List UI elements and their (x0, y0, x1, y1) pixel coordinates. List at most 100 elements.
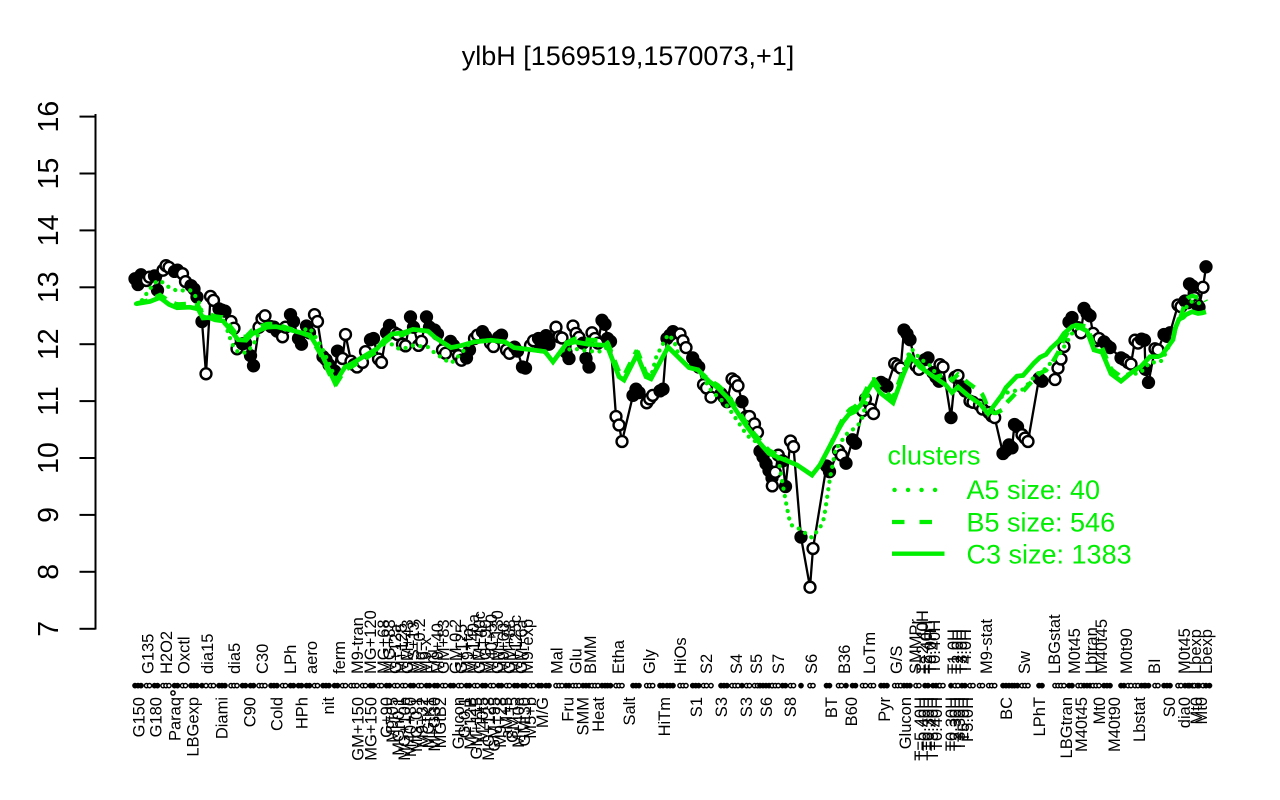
svg-text:B36: B36 (836, 645, 854, 674)
svg-text:M+40e: M+40e (510, 697, 528, 748)
svg-text:GM-t5: GM-t5 (504, 697, 522, 743)
svg-text:G135: G135 (140, 634, 158, 674)
svg-text:T0.30H: T0.30H (943, 697, 961, 751)
svg-text:S3: S3 (738, 697, 756, 717)
svg-text:9: 9 (33, 507, 65, 523)
svg-text:S7: S7 (770, 654, 788, 674)
svg-text:M+125: M+125 (393, 623, 411, 674)
svg-text:T4.0H: T4.0H (957, 629, 975, 674)
svg-text:MGtK1: MGtK1 (420, 697, 438, 748)
svg-text:=2.40H: =2.40H (918, 620, 936, 674)
svg-text:Lbstat: Lbstat (1131, 697, 1149, 742)
svg-text:M9-tran: M9-tran (349, 617, 367, 674)
svg-text:Glu: Glu (568, 648, 586, 674)
svg-text:MG+68: MG+68 (375, 619, 393, 674)
svg-text:T=8.40H: T=8.40H (924, 697, 942, 761)
svg-text:16: 16 (33, 101, 65, 133)
svg-text:T2.30H: T2.30H (947, 697, 965, 751)
svg-text:T5.0H: T5.0H (955, 697, 973, 742)
svg-text:T0.40H: T0.40H (926, 620, 944, 674)
svg-text:dia15: dia15 (199, 634, 217, 674)
svg-text:Fru: Fru (423, 649, 441, 674)
svg-text:A5 size: 40: A5 size: 40 (967, 475, 1101, 505)
svg-text:GM+40c: GM+40c (471, 611, 489, 674)
svg-text:Etha: Etha (610, 639, 628, 674)
svg-text:S5: S5 (748, 654, 766, 674)
svg-text:GM+95: GM+95 (486, 697, 504, 752)
svg-text:S0: S0 (1161, 697, 1179, 717)
svg-text:M40t90: M40t90 (1106, 697, 1124, 752)
svg-text:Lbexp: Lbexp (1198, 629, 1216, 674)
svg-text:Lbexp: Lbexp (1187, 629, 1205, 674)
svg-text:G/S: G/S (888, 646, 906, 674)
svg-text:M9-exp: M9-exp (519, 619, 537, 674)
svg-text:MG+10b: MG+10b (396, 697, 414, 761)
svg-text:G+125: G+125 (453, 624, 471, 674)
svg-text:SMMPr: SMMPr (907, 619, 925, 675)
svg-text:M9+ta: M9+ta (459, 627, 477, 674)
svg-text:T=0.40H: T=0.40H (916, 697, 934, 761)
svg-text:M/G: M/G (534, 697, 552, 728)
svg-text:GM-0.2: GM-0.2 (447, 619, 465, 674)
svg-text:LBGstat: LBGstat (1046, 614, 1064, 674)
svg-text:G+12a: G+12a (387, 623, 405, 674)
svg-text:Oxctl: Oxctl (176, 636, 194, 674)
svg-text:LoTm: LoTm (861, 632, 879, 674)
svg-text:S4: S4 (728, 654, 746, 674)
svg-text:MGtB2: MGtB2 (432, 697, 450, 748)
svg-text:T3.30H: T3.30H (951, 697, 969, 751)
svg-text:Lbtran: Lbtran (1083, 627, 1101, 674)
svg-text:C30: C30 (254, 644, 272, 674)
svg-text:C3 size: 1383: C3 size: 1383 (967, 540, 1132, 570)
svg-text:T=2.40H: T=2.40H (914, 610, 932, 674)
svg-text:dia5: dia5 (226, 643, 244, 674)
svg-text:GM+130: GM+130 (489, 610, 507, 674)
svg-text:Glucon: Glucon (897, 697, 915, 749)
svg-text:13: 13 (33, 271, 65, 303)
svg-text:ferm: ferm (331, 641, 349, 674)
svg-text:MG+120: MG+120 (362, 610, 380, 674)
svg-text:M9+28: M9+28 (492, 697, 510, 748)
svg-text:14: 14 (33, 214, 65, 246)
svg-text:dia0: dia0 (1176, 697, 1194, 728)
svg-text:S8: S8 (782, 697, 800, 717)
svg-text:H2O2: H2O2 (158, 631, 176, 674)
svg-text:MG+128: MG+128 (480, 697, 498, 761)
svg-text:M40+50: M40+50 (483, 614, 501, 674)
svg-text:ylbH [1569519,1570073,+1]: ylbH [1569519,1570073,+1] (462, 41, 795, 71)
svg-text:LPh: LPh (282, 645, 300, 674)
svg-text:GM+115: GM+115 (468, 697, 486, 760)
svg-text:S6: S6 (758, 697, 776, 717)
svg-text:M+140a: M+140a (465, 613, 483, 674)
svg-text:GMt30: GMt30 (516, 697, 534, 747)
svg-text:Diami: Diami (214, 697, 232, 739)
svg-text:M+12B: M+12B (462, 697, 480, 750)
svg-text:aM+5: aM+5 (498, 697, 516, 739)
svg-text:M9+60: M9+60 (495, 623, 513, 674)
svg-text:C90: C90 (242, 697, 260, 727)
svg-text:GM+43: GM+43 (399, 619, 417, 674)
svg-text:Glucon: Glucon (450, 697, 468, 749)
svg-text:LBGtran: LBGtran (1058, 697, 1076, 758)
svg-text:M+125c: M+125c (507, 615, 525, 674)
svg-text:MS+13: MS+13 (405, 621, 423, 674)
svg-text:T=5.40H: T=5.40H (912, 697, 930, 761)
svg-text:S3: S3 (713, 697, 731, 717)
svg-text:B5 size: 546: B5 size: 546 (967, 508, 1116, 538)
svg-text:aero: aero (303, 641, 321, 674)
svg-text:GM+83: GM+83 (435, 619, 453, 674)
svg-text:T0.30H: T0.30H (920, 697, 938, 751)
svg-text:G180: G180 (148, 697, 166, 737)
svg-text:SMM: SMM (575, 697, 593, 736)
svg-text:8: 8 (33, 564, 65, 580)
svg-text:nit: nit (320, 697, 338, 715)
svg-text:T3.0H: T3.0H (953, 629, 971, 674)
svg-text:G+90: G+90 (378, 697, 396, 738)
svg-text:M9-x: M9-x (417, 637, 435, 674)
svg-text:T2.0H: T2.0H (949, 629, 967, 674)
svg-text:MG-0.1: MG-0.1 (408, 697, 426, 752)
svg-text:T1.0H: T1.0H (945, 629, 963, 674)
svg-text:M0t45: M0t45 (1176, 628, 1194, 674)
svg-text:M9-stat: M9-stat (978, 619, 996, 674)
svg-text:F5.0H: F5.0H (959, 697, 977, 742)
